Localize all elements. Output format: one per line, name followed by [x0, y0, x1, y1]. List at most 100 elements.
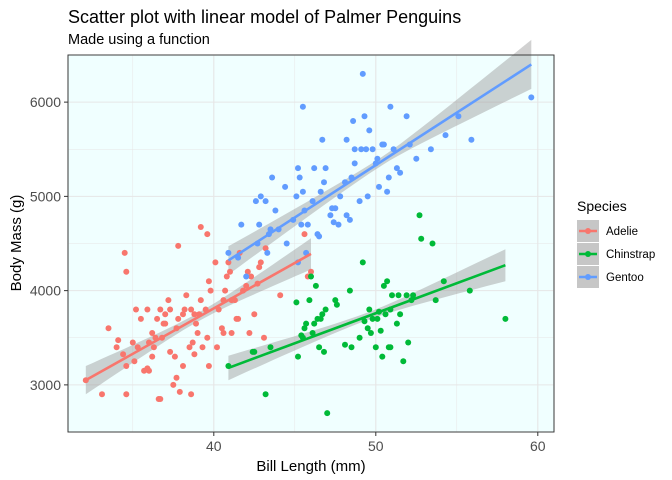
legend-key-point	[585, 274, 591, 280]
point-gentoo	[351, 160, 358, 167]
point-gentoo	[374, 155, 381, 162]
point-chinstrap	[369, 315, 376, 322]
point-adelie	[171, 353, 178, 360]
y-tick-label: 4000	[30, 283, 61, 299]
point-gentoo	[296, 174, 303, 181]
point-adelie	[137, 315, 144, 322]
point-chinstrap	[346, 287, 353, 294]
confidence-band-chinstrap	[228, 249, 506, 381]
point-gentoo	[387, 103, 394, 110]
point-chinstrap	[303, 320, 310, 327]
point-adelie	[134, 344, 141, 351]
point-gentoo	[380, 141, 387, 148]
point-gentoo	[346, 216, 353, 223]
fit-line-gentoo	[227, 63, 533, 262]
legend: Species Adelie Chinstrap Gentoo	[577, 198, 655, 288]
legend-key-point	[585, 228, 591, 234]
point-adelie	[154, 315, 161, 322]
point-gentoo	[264, 249, 271, 256]
point-gentoo	[397, 169, 404, 176]
x-tick-label: 50	[368, 438, 384, 454]
point-gentoo	[282, 183, 289, 190]
point-gentoo	[385, 174, 392, 181]
x-tick-label: 40	[206, 438, 222, 454]
point-chinstrap	[317, 315, 324, 322]
point-gentoo	[528, 94, 535, 101]
point-gentoo	[350, 118, 357, 124]
point-adelie	[149, 330, 156, 336]
point-gentoo	[298, 221, 305, 228]
point-adelie	[204, 334, 211, 341]
point-chinstrap	[379, 353, 386, 360]
point-gentoo	[256, 221, 263, 228]
point-chinstrap	[410, 292, 417, 299]
legend-item-adelie: Adelie	[577, 220, 638, 242]
point-adelie	[301, 231, 308, 238]
point-chinstrap	[322, 306, 329, 313]
point-adelie	[149, 353, 156, 360]
point-gentoo	[299, 103, 306, 110]
point-adelie	[131, 358, 138, 365]
point-adelie	[212, 259, 219, 266]
point-gentoo	[322, 165, 329, 172]
point-adelie	[220, 330, 227, 336]
point-adelie	[162, 311, 169, 318]
point-adelie	[194, 330, 201, 336]
point-adelie	[144, 306, 151, 313]
point-adelie	[218, 325, 225, 332]
point-chinstrap	[384, 278, 391, 285]
point-chinstrap	[377, 327, 384, 334]
point-chinstrap	[332, 297, 339, 304]
point-chinstrap	[295, 353, 301, 360]
point-chinstrap	[311, 320, 318, 327]
point-adelie	[243, 282, 250, 289]
legend-label: Chinstrap	[606, 249, 655, 261]
point-chinstrap	[309, 330, 316, 336]
point-gentoo	[359, 70, 366, 77]
point-adelie	[228, 330, 235, 336]
point-adelie	[123, 391, 130, 398]
point-adelie	[188, 391, 195, 398]
point-chinstrap	[387, 344, 394, 351]
point-gentoo	[427, 146, 434, 153]
legend-item-gentoo: Gentoo	[577, 266, 644, 288]
point-adelie	[205, 278, 212, 285]
point-gentoo	[304, 221, 311, 228]
point-adelie	[277, 292, 284, 299]
point-adelie	[121, 249, 128, 256]
point-adelie	[176, 388, 183, 395]
point-adelie	[189, 339, 196, 346]
point-adelie	[197, 224, 204, 230]
point-adelie	[227, 268, 233, 275]
point-chinstrap	[293, 299, 300, 306]
point-chinstrap	[418, 235, 425, 242]
point-gentoo	[335, 221, 342, 228]
point-adelie	[257, 259, 264, 266]
point-chinstrap	[324, 410, 331, 417]
confidence-band-gentoo	[228, 39, 532, 275]
point-chinstrap	[312, 282, 319, 289]
point-gentoo	[319, 136, 326, 143]
fit-line-adelie	[85, 252, 312, 382]
point-adelie	[150, 344, 157, 351]
point-adelie	[105, 325, 112, 332]
point-gentoo	[393, 165, 400, 172]
point-chinstrap	[389, 292, 395, 299]
point-adelie	[215, 306, 222, 313]
plot-panel-border	[67, 54, 555, 433]
point-adelie	[199, 344, 206, 351]
legend-title: Species	[577, 198, 627, 214]
point-gentoo	[309, 198, 316, 205]
point-chinstrap	[251, 348, 258, 355]
chart-subtitle: Made using a function	[68, 32, 210, 48]
point-gentoo	[295, 165, 301, 172]
x-axis: 40 50 60	[206, 432, 546, 454]
point-gentoo	[252, 198, 259, 205]
point-adelie	[170, 381, 177, 388]
point-adelie	[204, 231, 211, 238]
point-chinstrap	[403, 292, 410, 299]
point-gentoo	[366, 127, 373, 134]
point-adelie	[165, 297, 172, 304]
point-adelie	[123, 363, 130, 369]
point-chinstrap	[393, 320, 400, 327]
